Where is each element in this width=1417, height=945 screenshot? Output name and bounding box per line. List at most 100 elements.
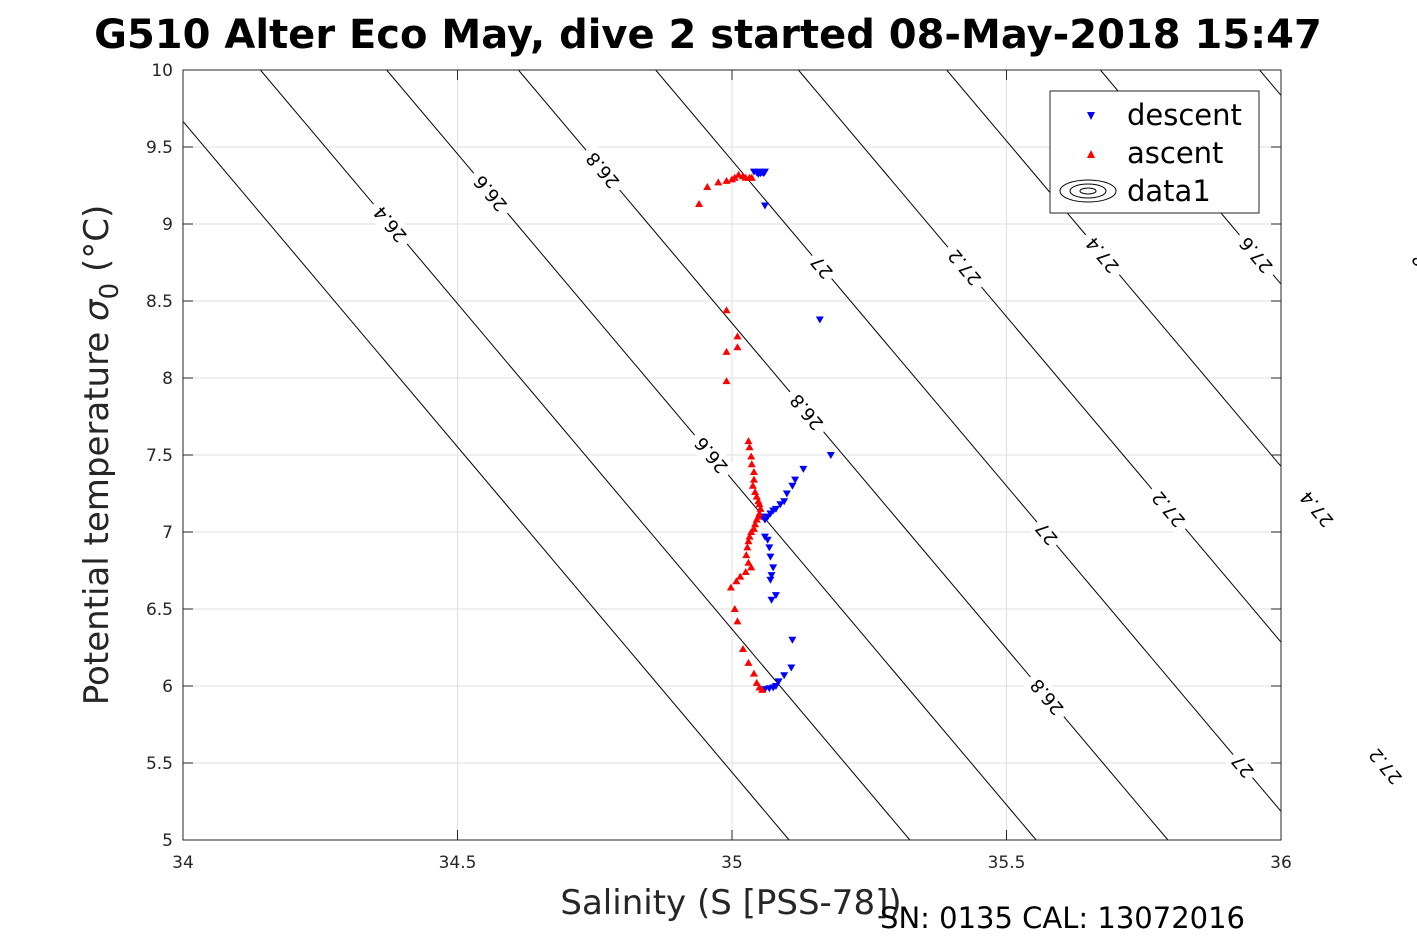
descent-point <box>766 553 775 561</box>
ascent-point <box>730 173 739 181</box>
ascent-point <box>742 551 751 559</box>
density-contour-label-background <box>1360 739 1411 794</box>
density-contour-label-background <box>1143 481 1194 536</box>
ascent-point <box>744 558 753 566</box>
ascent-point <box>744 537 753 545</box>
legend-descent-marker <box>1087 112 1095 120</box>
legend-ascent-marker <box>1087 150 1095 158</box>
ascent-point <box>695 199 704 207</box>
descent-point <box>759 170 768 178</box>
y-tick-label: 7 <box>162 523 173 543</box>
ascent-point <box>733 617 742 625</box>
density-contour-label-background <box>1028 514 1065 553</box>
legend: descent ascent data1 <box>1049 90 1260 214</box>
x-tick-label: 34 <box>172 853 194 873</box>
descent-point <box>815 316 824 324</box>
density-contour-label-background <box>803 248 841 286</box>
ascent-point <box>755 500 764 508</box>
chart-title: G510 Alter Eco May, dive 2 started 08-Ma… <box>94 12 1322 58</box>
x-tick-label: 35 <box>721 853 743 873</box>
ascent-point <box>747 452 756 460</box>
descent-point <box>787 664 796 672</box>
descent-point <box>782 490 791 498</box>
descent-point <box>826 452 835 459</box>
x-tick-label: 35.5 <box>988 853 1026 873</box>
y-tick-label: 9.5 <box>146 138 173 158</box>
y-tick-label: 6 <box>162 677 173 697</box>
descent-point <box>788 636 797 644</box>
ascent-point <box>722 377 731 385</box>
ascent-point <box>744 658 753 666</box>
legend-contour-label: data1 <box>1127 174 1211 208</box>
y-tick-label: 10 <box>151 61 173 81</box>
ascent-point <box>722 306 731 314</box>
ascent-point <box>747 563 756 571</box>
ascent-point <box>745 443 754 451</box>
y-tick-label: 9 <box>162 215 173 235</box>
y-axis-label-sigma: σ <box>77 298 117 321</box>
descent-point <box>771 592 780 600</box>
ascent-point <box>741 568 750 576</box>
legend-contour-icon <box>1059 179 1117 203</box>
ascent-point <box>734 170 743 178</box>
y-tick-label: 8 <box>162 369 173 389</box>
descent-point <box>769 564 778 572</box>
x-axis-label: Salinity (S [PSS-78]) <box>560 883 901 923</box>
ascent-point <box>743 543 752 551</box>
density-contour-label-background <box>1077 227 1128 282</box>
y-axis-label-subscript: 0 <box>95 283 125 300</box>
descent-point <box>788 482 797 490</box>
descent-point <box>780 672 789 680</box>
x-tick-label: 34.5 <box>439 853 477 873</box>
y-tick-label: 5 <box>162 831 173 851</box>
descent-point <box>791 476 800 484</box>
data-points <box>695 168 835 694</box>
footer-serial-calibration: SN: 0135 CAL: 13072016 <box>880 901 1245 935</box>
ascent-point <box>756 504 765 512</box>
legend-box <box>1049 90 1260 214</box>
legend-descent-label: descent <box>1127 98 1242 132</box>
ascent-point <box>732 577 741 585</box>
y-axis-label-unit: (°C) <box>77 205 117 283</box>
density-contour-label-background <box>781 384 832 439</box>
ascent-point <box>733 343 742 351</box>
ascent-point <box>749 475 758 483</box>
density-contour-line <box>798 70 1281 643</box>
ascent-point <box>749 467 758 475</box>
ascent-point <box>714 178 723 186</box>
ascent-point <box>738 645 747 653</box>
descent-point <box>767 572 776 580</box>
density-contour-label-background <box>465 166 516 221</box>
x-tick-label: 36 <box>1270 853 1292 873</box>
ascent-point <box>703 183 712 191</box>
descent-point <box>754 170 763 178</box>
y-tick-label: 6.5 <box>146 600 173 620</box>
descent-point <box>763 536 772 544</box>
ascent-point <box>752 678 761 686</box>
descent-point <box>799 465 808 473</box>
density-contour-line <box>183 120 790 840</box>
ascent-point <box>733 332 742 340</box>
density-contour-label-background <box>577 143 629 198</box>
ascent-point <box>745 532 754 540</box>
density-contour-line <box>260 70 911 840</box>
x-tick-labels: 34 34.5 35 35.5 36 <box>172 853 1292 873</box>
ascent-point <box>744 437 753 445</box>
density-contour-label-background <box>1021 669 1073 724</box>
descent-point <box>765 544 774 552</box>
ascent-point <box>758 685 767 693</box>
ascent-point <box>747 460 756 468</box>
descent-point <box>766 576 775 584</box>
y-axis-label: Potential temperature σ0 (°C) <box>77 205 125 705</box>
y-tick-label: 8.5 <box>146 292 173 312</box>
legend-ascent-label: ascent <box>1127 136 1223 170</box>
ascent-point <box>751 520 760 528</box>
ascent-point <box>726 583 735 591</box>
density-contour-line <box>655 70 1281 813</box>
density-contour-label-background <box>1291 481 1343 536</box>
axis-ticks <box>182 69 1282 841</box>
density-contour-label-background <box>365 197 416 251</box>
descent-point <box>767 596 776 604</box>
density-contour-label-background <box>1224 747 1261 785</box>
